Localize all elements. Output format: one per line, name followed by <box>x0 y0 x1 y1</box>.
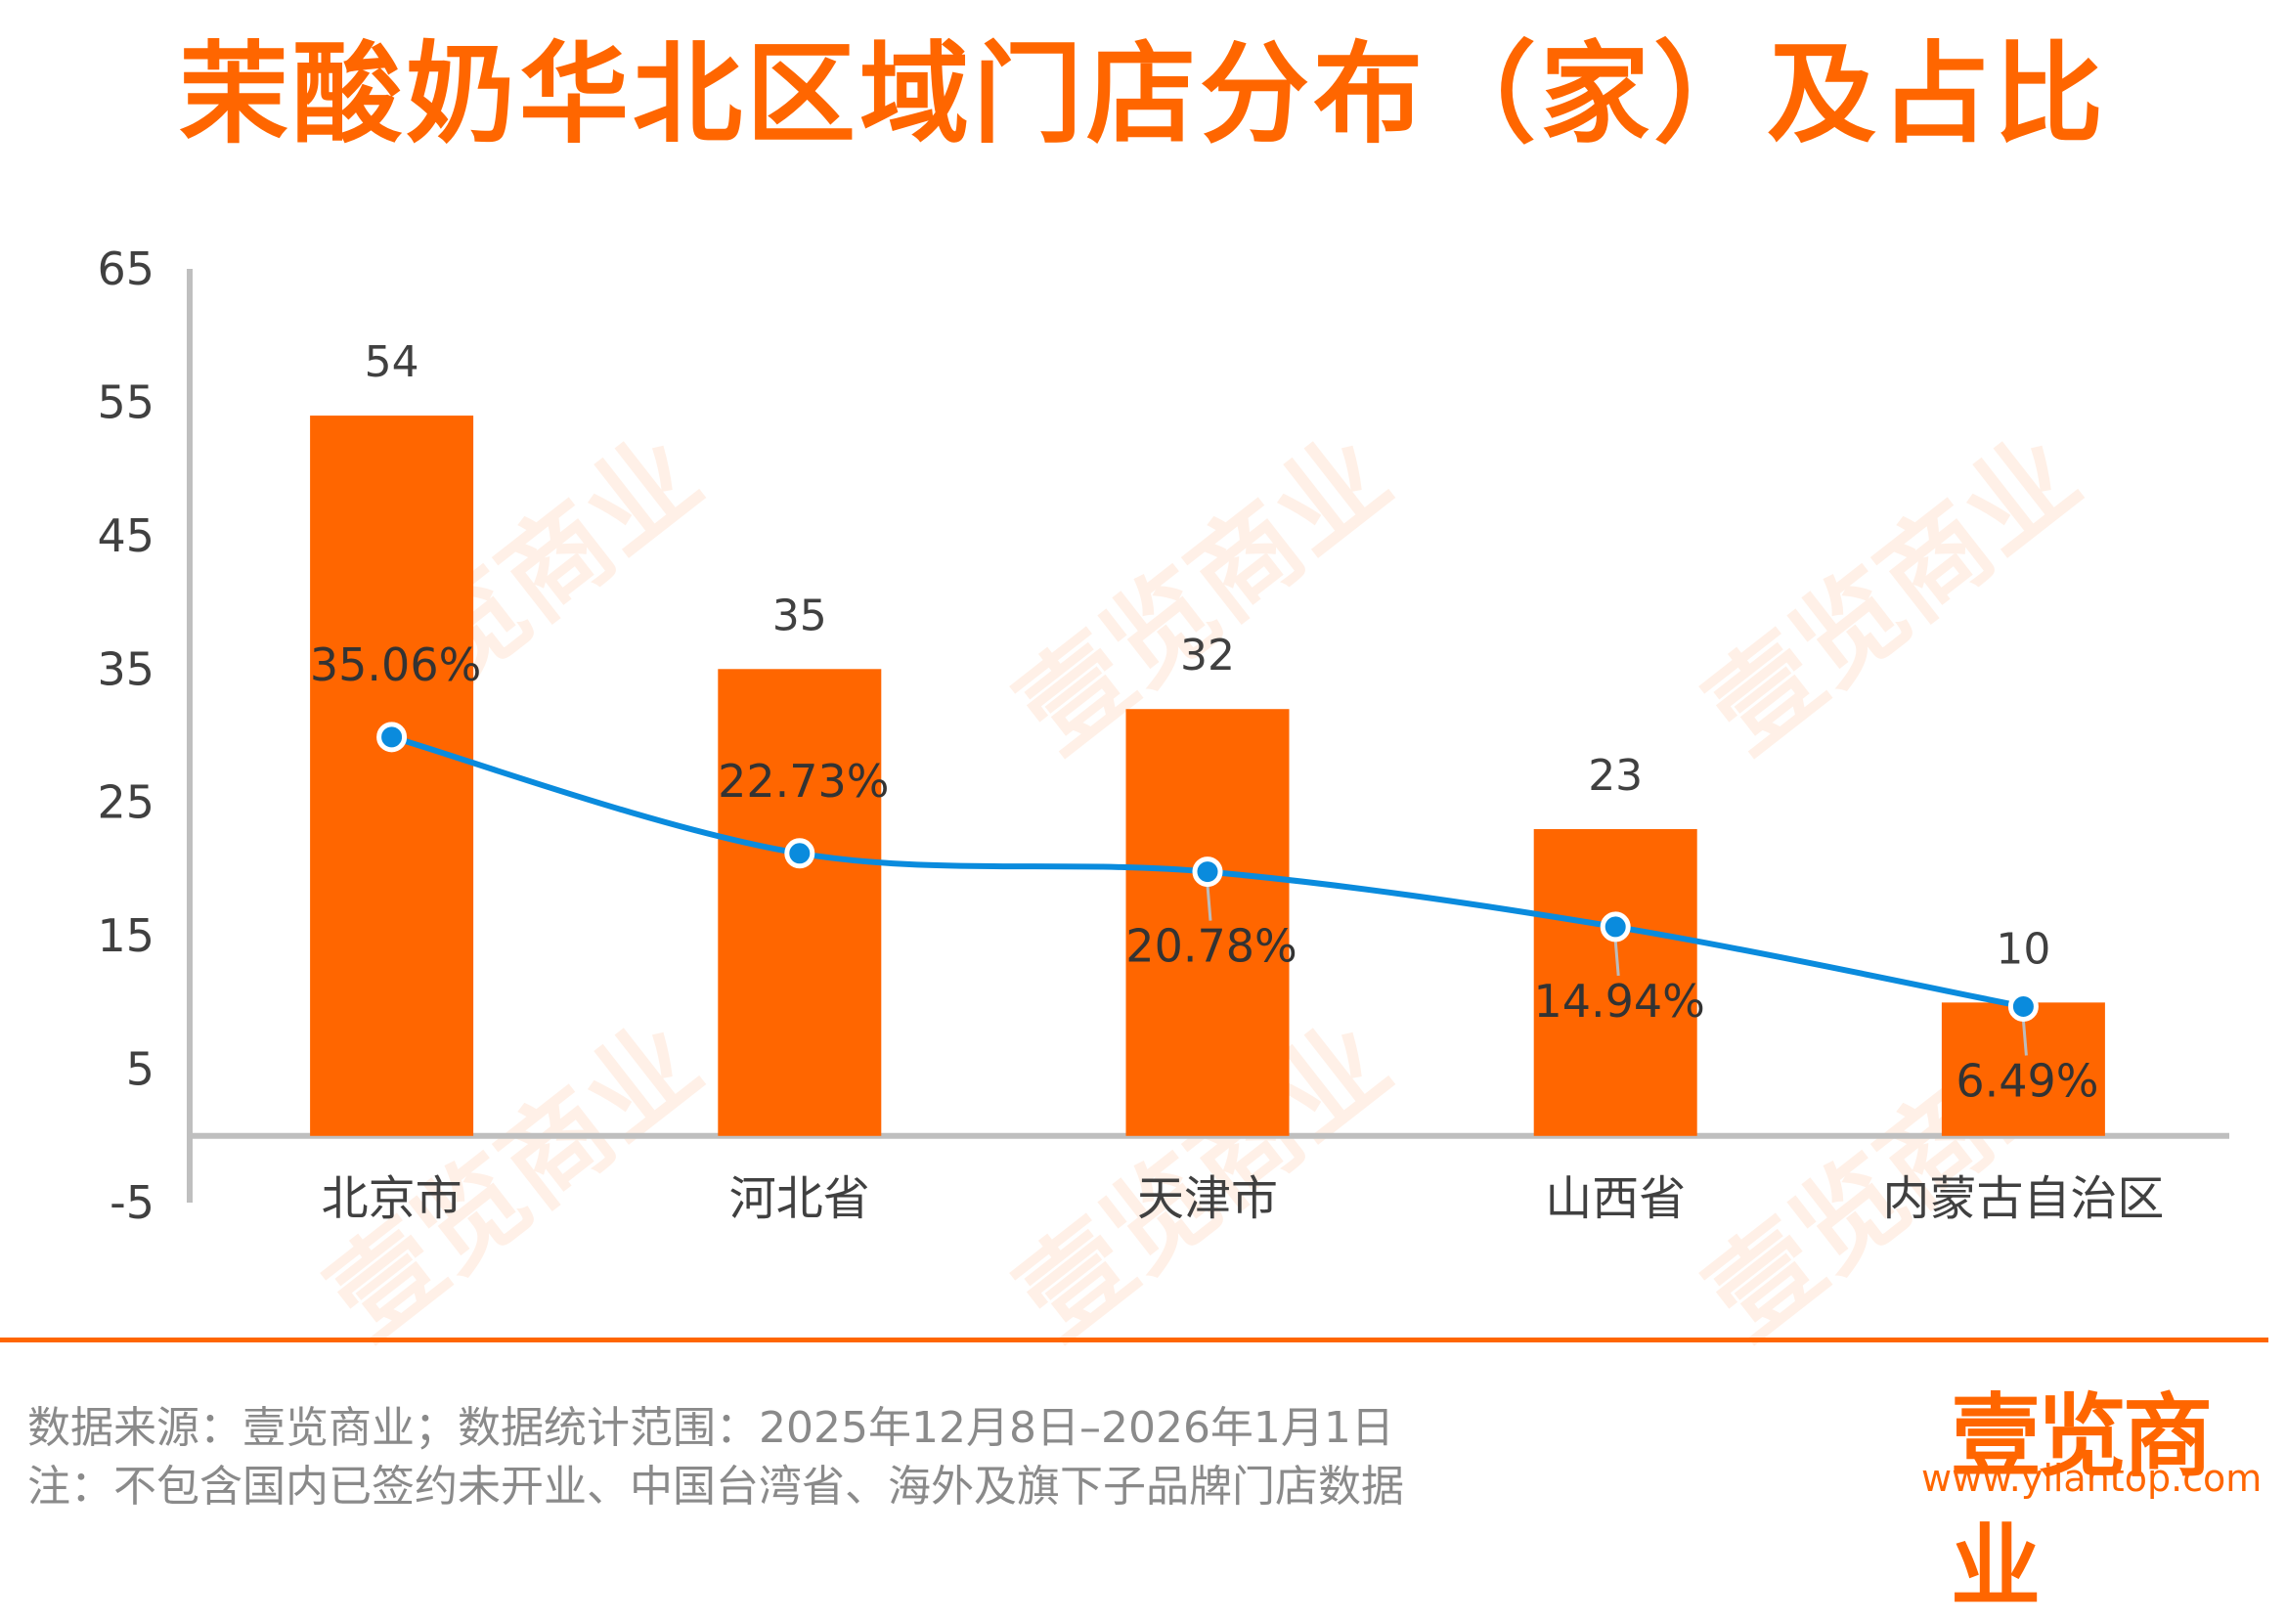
y-tick-label: 55 <box>97 375 154 428</box>
bar-value-label: 23 <box>1588 751 1643 801</box>
line-point <box>376 722 408 753</box>
exclusion-note: 注：不包含国内已签约未开业、中国台湾省、海外及旗下子品牌门店数据 <box>27 1462 1404 1512</box>
footer-divider <box>0 1338 2268 1342</box>
bar <box>1125 709 1290 1136</box>
bar <box>310 416 474 1136</box>
line-point <box>1192 856 1223 888</box>
share-label: 14.94% <box>1533 975 1704 1028</box>
share-label: 22.73% <box>718 755 889 808</box>
label-leader <box>1206 885 1212 921</box>
y-tick-label: 15 <box>97 909 154 962</box>
line-point <box>1600 911 1631 943</box>
chart-title: 茉酸奶华北区域门店分布（家）及占比 <box>179 31 2107 158</box>
bar-value-label: 54 <box>365 337 419 387</box>
category-label: 北京市 <box>322 1171 462 1226</box>
y-tick-label: -5 <box>110 1176 154 1229</box>
label-leader <box>1613 940 1620 977</box>
y-tick-label: 35 <box>97 642 154 695</box>
bar <box>1533 829 1697 1136</box>
share-label: 20.78% <box>1125 920 1297 973</box>
y-tick-label: 65 <box>97 242 154 295</box>
share-label: 6.49% <box>1956 1054 2098 1107</box>
bar <box>718 669 882 1136</box>
bar-value-label: 35 <box>772 591 827 640</box>
brand-url: www.yilantop.com <box>1921 1457 2263 1500</box>
line-point <box>2007 990 2039 1022</box>
chart: 65 55 45 35 25 15 5 -5 54 北京市 35 河北省 32 天津市 23 山西省 10 内蒙古… <box>97 242 2229 1229</box>
share-label: 35.06% <box>310 638 481 691</box>
line-point <box>784 838 815 869</box>
label-leader <box>2021 1020 2028 1056</box>
y-tick-label: 45 <box>97 509 154 562</box>
y-tick-label: 5 <box>126 1043 154 1096</box>
bar-value-label: 32 <box>1180 631 1235 680</box>
y-tick-label: 25 <box>97 776 154 829</box>
category-label: 山西省 <box>1545 1171 1686 1226</box>
source-note: 数据来源：壹览商业；数据统计范围：2025年12月8日–2026年1月1日 <box>27 1403 1394 1453</box>
bar-value-label: 10 <box>1996 924 2050 974</box>
category-label: 内蒙古自治区 <box>1882 1171 2164 1226</box>
category-label: 河北省 <box>729 1171 870 1226</box>
category-label: 天津市 <box>1137 1171 1278 1226</box>
